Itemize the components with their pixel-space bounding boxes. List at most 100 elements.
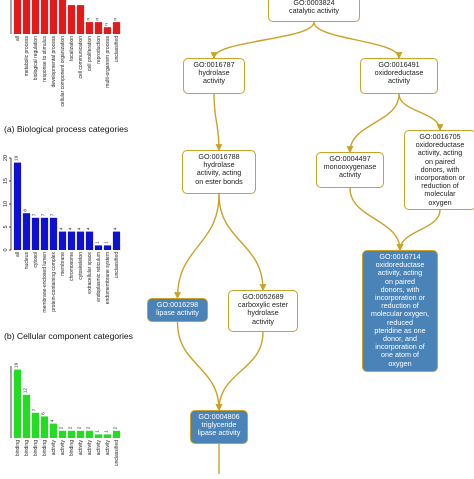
bp-value-label: n [87,18,92,21]
mf-bar [103,434,112,438]
go-node-hydrolase-ester-bonds: GO:0016788 hydrolase activity, acting on es… [182,150,256,194]
cc-bar [85,231,94,250]
cc-bar [40,217,49,250]
mf-value-label: 1 [104,430,110,433]
go-term-name-line: oxidoreductase [375,260,425,270]
go-term-id: GO:0016491 [378,60,420,69]
go-term-name-line: activity, acting [196,168,242,178]
go-term-id: GO:0016788 [198,152,240,161]
go-term-name-line: lipase activity [156,308,199,318]
go-term-name-line: oxidoreductase [374,68,424,78]
cc-value-label: 7 [50,213,56,216]
mf-bar [85,430,94,438]
mf-bar [40,416,49,438]
go-term-name-line: one atom of [381,350,419,360]
mf-category-label: activity [60,440,66,456]
bp-bar [31,0,40,34]
go-term-id: GO:0016298 [156,300,199,309]
go-term-name-line: reduction of [421,181,459,191]
cc-bar [76,231,85,250]
cc-y-tick-label: 0 [3,248,9,251]
bp-bar [94,22,103,34]
cc-y-tick-label: 15 [3,178,9,184]
bp-category-label: cell communication [78,36,84,79]
go-node-oxidoreductase-paired-donors: GO:0016705 oxidoreductase activity, acting… [404,130,474,210]
cc-category-label: endoplasmic reticulum [96,252,102,302]
bp-bar [40,0,49,34]
bp-value-label: n [96,18,101,21]
cc-category-label: all [15,252,21,257]
cc-y-tick-label: 5 [3,225,9,228]
go-edge [398,93,444,132]
bp-category-label: multi-organism process [105,36,111,88]
bp-bar [76,5,85,34]
go-term-name-line: triglyceride [201,420,237,430]
go-term-name-line: carboxylic ester [238,300,288,310]
go-term-name-line: pteridine as one [374,325,426,335]
bp-category-label: metabolic process [24,36,30,77]
go-term-name-line: on ester bonds [195,176,243,186]
bp-bar [85,22,94,34]
go-term-name-line: activity, acting [417,148,463,158]
go-term-name-line: hydrolase [203,160,235,170]
go-edge [396,209,441,252]
go-node-oxidoreductase-pteridine: GO:0016714 oxidoreductase activity, acting… [362,250,438,372]
cc-value-label: 7 [32,213,38,216]
bp-category-label: developmental process [51,36,57,88]
mf-value-label: 2 [59,426,65,429]
cc-bar [67,231,76,250]
bp-value-label: n [105,23,110,26]
go-edge [176,321,223,412]
mf-value-label: 2 [113,426,119,429]
cc-category-label: extracellular space [87,252,93,294]
go-term-id: GO:0052689 [242,292,284,301]
mf-value-label: 2 [86,426,92,429]
bp-bar [67,5,76,34]
mf-value-label: 12 [23,388,29,394]
cc-y-tick-label: 20 [3,155,9,161]
go-term-name-line: on paired [425,156,455,166]
go-node-oxidoreductase-activity: GO:0016491 oxidoreductase activity [360,58,438,94]
go-term-name-line: reduced [387,317,413,327]
cc-bar [22,213,31,250]
go-node-lipase-activity: GO:0016298 lipase activity [147,298,208,322]
go-term-name-line: reduction of [381,301,419,311]
cellular-component-chart: 0 5 10 15 20 19 all 8 nucleus 7 cytosol 7 membrane-e… [3,155,121,313]
go-term-id: GO:0016714 [379,252,421,261]
mf-bar [76,430,85,438]
cc-bar [13,162,22,250]
go-node-carboxylic-ester-hydrolase: GO:0052689 carboxylic ester hydrolase activ… [228,290,298,332]
bp-category-label: unclassified [114,36,120,62]
go-node-hydrolase-activity: GO:0016787 hydrolase activity [183,58,245,94]
bp-category-label: reproduction [96,36,102,64]
mf-category-label: activity [51,440,57,456]
cc-value-label: 7 [41,213,47,216]
cc-category-label: cytosol [33,252,39,268]
go-term-name-line: oxygen [428,197,452,207]
go-term-name-line: molecular oxygen, [370,309,430,319]
mf-bar [13,369,22,438]
bp-category-label: cellular component organization [60,36,66,107]
cc-y-tick-label: 10 [3,201,9,207]
cc-value-label: 8 [23,209,29,212]
cc-category-label: nucleus [24,252,30,270]
mf-value-label: 7 [32,408,38,411]
go-edge [313,21,403,60]
bp-bar [58,0,67,34]
mf-bar [49,423,58,438]
bp-category-label: biological regulation [33,36,39,80]
mf-category-label: unclassified [114,440,120,466]
cc-bar [94,245,103,250]
bp-value-label: n [114,18,119,21]
cc-value-label: 19 [14,155,20,161]
cc-value-label: 4 [77,227,83,230]
cc-value-label: 4 [68,227,74,230]
cc-bar [103,245,112,250]
go-term-name-line: lipase activity [197,428,241,438]
molecular-function-chart: 19binding12binding7binding6binding4activ… [10,362,121,466]
mf-category-label: activity [78,440,84,456]
cc-category-label: unclassified [114,252,120,278]
bp-bar [22,0,31,34]
mf-bar [31,412,40,438]
go-edge [213,93,223,152]
